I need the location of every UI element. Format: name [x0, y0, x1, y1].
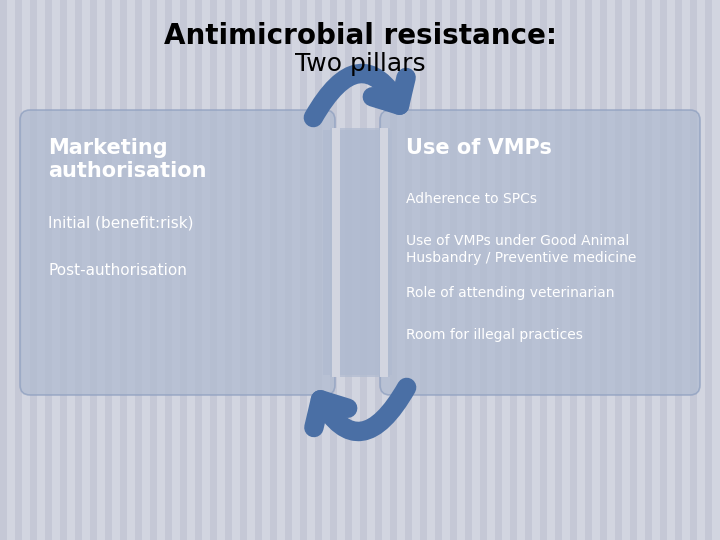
Bar: [150, 0, 157, 540]
Bar: [495, 0, 502, 540]
Bar: [570, 0, 577, 540]
Bar: [0, 0, 7, 540]
Bar: [630, 0, 637, 540]
Bar: [480, 0, 487, 540]
Bar: [285, 0, 292, 540]
Bar: [330, 128, 390, 377]
Bar: [135, 0, 142, 540]
Text: Use of VMPs: Use of VMPs: [406, 138, 552, 158]
Bar: [30, 0, 37, 540]
FancyArrowPatch shape: [314, 387, 407, 431]
Bar: [105, 0, 112, 540]
Bar: [75, 0, 82, 540]
Bar: [195, 0, 202, 540]
Bar: [450, 0, 457, 540]
Text: Adherence to SPCs: Adherence to SPCs: [406, 192, 537, 206]
Bar: [555, 0, 562, 540]
Bar: [540, 0, 547, 540]
Bar: [660, 0, 667, 540]
FancyArrowPatch shape: [313, 73, 406, 118]
Bar: [45, 0, 52, 540]
Text: Antimicrobial resistance:: Antimicrobial resistance:: [163, 22, 557, 50]
Text: Post-authorisation: Post-authorisation: [48, 263, 187, 278]
Bar: [15, 0, 22, 540]
Bar: [225, 0, 232, 540]
Bar: [675, 0, 682, 540]
Bar: [255, 0, 262, 540]
Bar: [645, 0, 652, 540]
Bar: [270, 0, 277, 540]
Bar: [690, 0, 697, 540]
Bar: [380, 128, 388, 377]
Text: Use of VMPs under Good Animal
Husbandry / Preventive medicine: Use of VMPs under Good Animal Husbandry …: [406, 234, 636, 265]
Bar: [210, 0, 217, 540]
Bar: [90, 0, 97, 540]
Bar: [525, 0, 532, 540]
FancyBboxPatch shape: [20, 110, 335, 395]
Bar: [165, 0, 172, 540]
Bar: [332, 128, 340, 377]
Bar: [180, 0, 187, 540]
Bar: [240, 0, 247, 540]
Bar: [360, 0, 367, 540]
Text: Two pillars: Two pillars: [294, 52, 426, 76]
Text: Room for illegal practices: Room for illegal practices: [406, 328, 583, 342]
Bar: [120, 0, 127, 540]
Bar: [375, 0, 382, 540]
Text: Initial (benefit:risk): Initial (benefit:risk): [48, 215, 194, 230]
Bar: [315, 0, 322, 540]
Bar: [323, 130, 392, 375]
Text: Role of attending veterinarian: Role of attending veterinarian: [406, 286, 614, 300]
Bar: [300, 0, 307, 540]
Bar: [345, 0, 352, 540]
Bar: [465, 0, 472, 540]
Bar: [390, 0, 397, 540]
Bar: [510, 0, 517, 540]
Bar: [705, 0, 712, 540]
Bar: [330, 0, 337, 540]
Text: Marketing
authorisation: Marketing authorisation: [48, 138, 207, 181]
Bar: [405, 0, 412, 540]
Bar: [60, 0, 67, 540]
Bar: [585, 0, 592, 540]
Bar: [600, 0, 607, 540]
Bar: [435, 0, 442, 540]
Bar: [615, 0, 622, 540]
FancyBboxPatch shape: [380, 110, 700, 395]
Bar: [420, 0, 427, 540]
